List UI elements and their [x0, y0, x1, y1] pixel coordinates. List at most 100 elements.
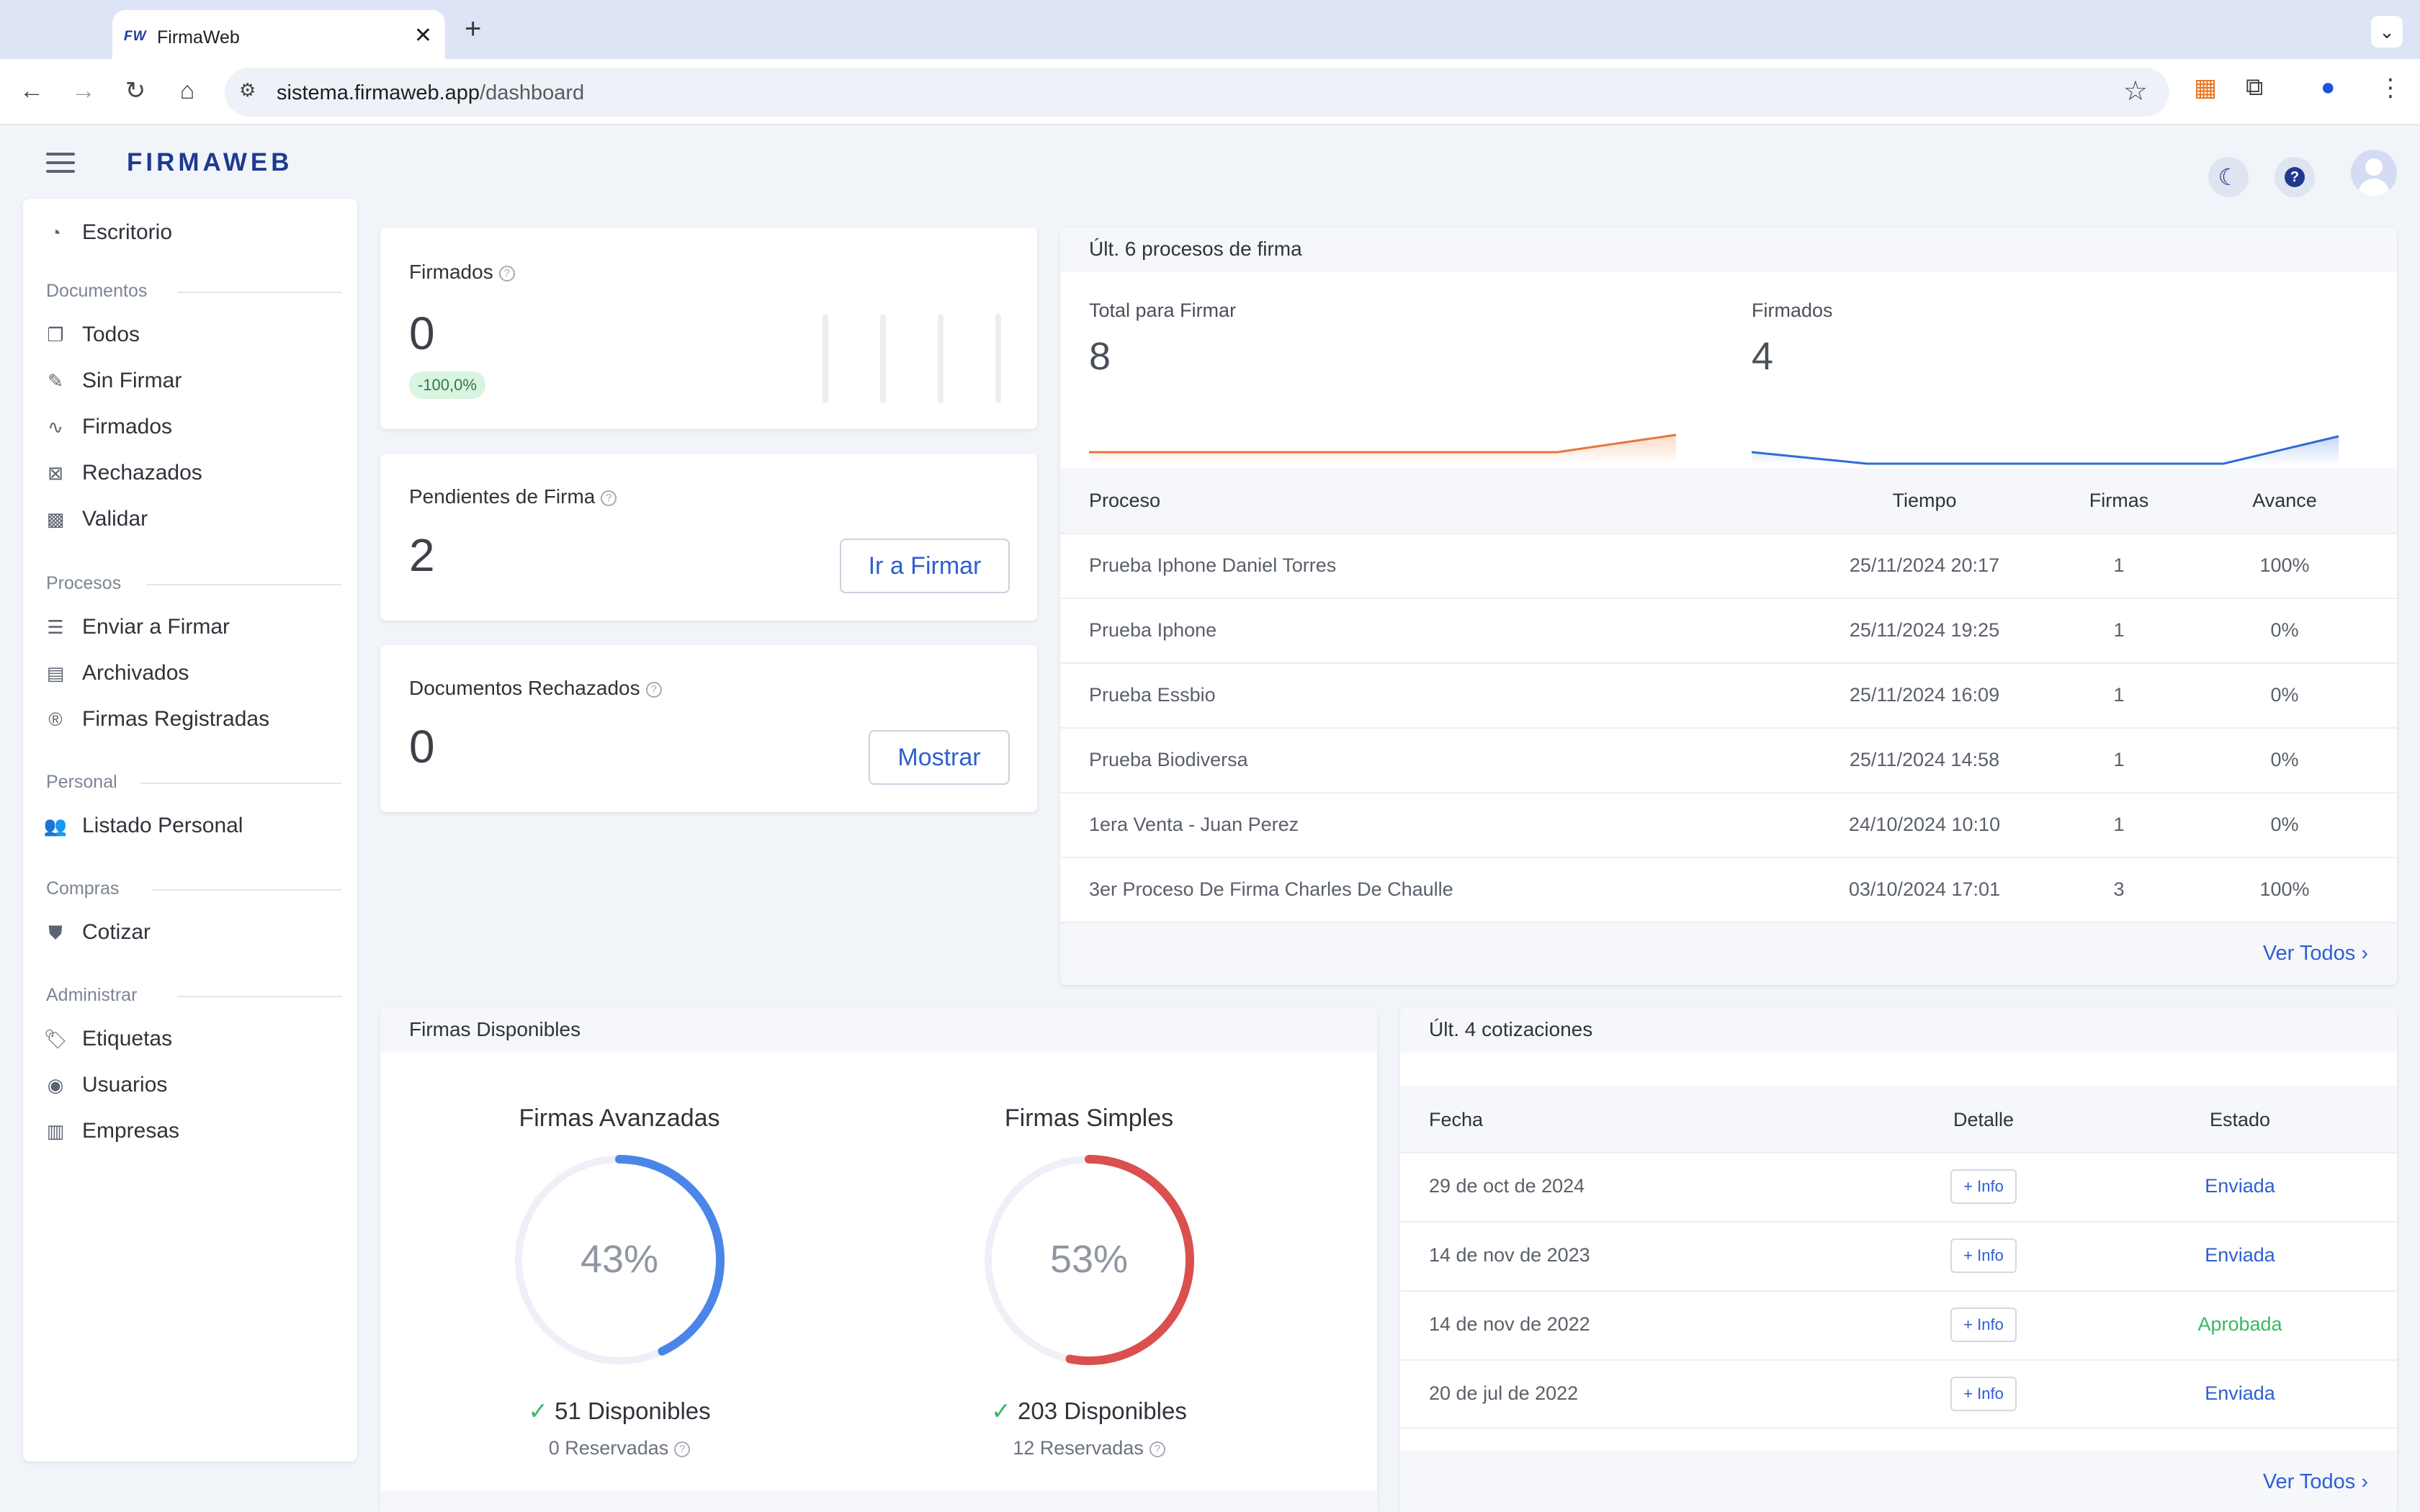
users-icon: 👥: [43, 815, 68, 837]
ver-todos-procesos-link[interactable]: Ver Todos ›: [2262, 942, 2368, 965]
info-button[interactable]: + Info: [1950, 1308, 2017, 1342]
sidebar-item-validar[interactable]: ▩ Validar: [43, 507, 148, 540]
change-badge: -100,0%: [409, 372, 485, 399]
reload-icon[interactable]: ↻: [125, 77, 146, 104]
table-row[interactable]: Prueba Essbio 25/11/2024 16:09 1 0%: [1060, 662, 2397, 727]
chevron-down-icon[interactable]: ⌄: [2371, 16, 2403, 48]
user-avatar[interactable]: [2351, 150, 2397, 196]
help-circle-icon[interactable]: ?: [674, 1441, 691, 1457]
sidebar-item-label: Cotizar: [82, 920, 151, 944]
cell-proceso: Prueba Iphone: [1089, 619, 1217, 641]
table-row[interactable]: 14 de nov de 2023 + Info Enviada: [1400, 1221, 2397, 1290]
table-row[interactable]: Prueba Biodiversa 25/11/2024 14:58 1 0%: [1060, 727, 2397, 792]
sidebar-section-administrar: Administrar: [46, 985, 341, 1007]
cell-fecha: 20 de jul de 2022: [1429, 1382, 1579, 1404]
panel-title: Últ. 6 procesos de firma: [1089, 238, 1302, 260]
firmados-label: Firmados: [1752, 300, 1833, 321]
ver-todos-cotizaciones-link[interactable]: Ver Todos ›: [2262, 1470, 2368, 1493]
sidebar-item-label: Sin Firmar: [82, 369, 182, 392]
address-bar[interactable]: ⚙ sistema.firmaweb.app/dashboard ☆: [225, 68, 2169, 117]
site-settings-icon[interactable]: ⚙: [239, 79, 256, 101]
home-icon[interactable]: ⌂: [179, 77, 195, 104]
cell-fecha: 29 de oct de 2024: [1429, 1175, 1585, 1197]
table-row[interactable]: 20 de jul de 2022 + Info Enviada: [1400, 1359, 2397, 1428]
help-circle-icon[interactable]: ?: [645, 681, 662, 698]
gauge-percent-simples: 53%: [1049, 1238, 1129, 1281]
sidebar-section-procesos: Procesos: [46, 573, 341, 595]
help-circle-icon[interactable]: ?: [1149, 1441, 1165, 1457]
cell-tiempo: 24/10/2024 10:10: [1848, 814, 2001, 835]
cell-avance: 0%: [2270, 619, 2299, 641]
cell-firmas: 3: [2113, 878, 2125, 900]
browser-tab[interactable]: FW FirmaWeb ✕: [112, 10, 445, 59]
ir-a-firmar-button[interactable]: Ir a Firmar: [840, 539, 1010, 593]
card-title: Documentos Rechazados?: [409, 677, 662, 700]
panel-firmas-disponibles: Firmas Disponibles Firmas Avanzadas 43% …: [380, 1008, 1377, 1512]
hamburger-menu-icon[interactable]: [46, 153, 75, 177]
gauge-avanzadas: [514, 1155, 725, 1365]
cell-fecha: 14 de nov de 2023: [1429, 1244, 1590, 1266]
panel-header: Firmas Disponibles: [380, 1008, 1377, 1053]
sidebar-item-cotizar[interactable]: ⛊ Cotizar: [43, 920, 151, 953]
app-logo[interactable]: FIRMAWEB: [127, 148, 293, 176]
cell-estado: Enviada: [2205, 1382, 2275, 1404]
info-button[interactable]: + Info: [1950, 1238, 2017, 1273]
cell-avance: 100%: [2259, 554, 2310, 576]
table-row[interactable]: Prueba Iphone Daniel Torres 25/11/2024 2…: [1060, 533, 2397, 598]
back-icon[interactable]: ←: [19, 77, 44, 104]
table-row[interactable]: 3er Proceso De Firma Charles De Chaulle …: [1060, 857, 2397, 922]
sidebar-item-enviar-a-firmar[interactable]: ☰ Enviar a Firmar: [43, 615, 230, 648]
sidebar-item-empresas[interactable]: ▥ Empresas: [43, 1119, 179, 1152]
sidebar-item-escritorio[interactable]: ◔ Escritorio: [43, 220, 172, 253]
close-tab-icon[interactable]: ✕: [413, 24, 432, 48]
sidebar-item-archivados[interactable]: ▤ Archivados: [43, 661, 189, 694]
table-row[interactable]: 1era Venta - Juan Perez 24/10/2024 10:10…: [1060, 792, 2397, 857]
cell-fecha: 14 de nov de 2022: [1429, 1313, 1590, 1335]
col-avance: Avance: [2252, 490, 2317, 511]
info-button[interactable]: + Info: [1950, 1169, 2017, 1204]
new-tab-icon[interactable]: +: [465, 13, 482, 45]
check-icon: ✓: [991, 1398, 1011, 1424]
col-firmas: Firmas: [2089, 490, 2149, 511]
menu-kebab-icon[interactable]: ⋮: [2378, 74, 2403, 102]
table-row[interactable]: 14 de nov de 2022 + Info Aprobada: [1400, 1290, 2397, 1359]
help-icon[interactable]: ?: [2275, 157, 2315, 197]
help-circle-icon[interactable]: ?: [601, 490, 617, 506]
file-x-icon: ⊠: [48, 462, 63, 484]
dark-mode-moon-icon[interactable]: ☾: [2208, 157, 2249, 197]
card-firmados: Firmados? 0 -100,0%: [380, 228, 1037, 429]
sidebar-item-todos[interactable]: ❐ Todos: [43, 323, 140, 356]
sidebar-item-label: Archivados: [82, 661, 189, 685]
chevron-right-icon: ›: [2361, 1470, 2368, 1493]
sidebar-section-documentos: Documentos: [46, 281, 341, 302]
mostrar-button[interactable]: Mostrar: [869, 730, 1010, 785]
cell-firmas: 1: [2113, 619, 2125, 641]
puzzle-icon[interactable]: ⧉: [2246, 73, 2264, 101]
forward-icon[interactable]: →: [71, 77, 96, 104]
cell-firmas: 1: [2113, 749, 2125, 770]
sidebar-item-usuarios[interactable]: ◉ Usuarios: [43, 1073, 168, 1106]
table-row[interactable]: Prueba Iphone 25/11/2024 19:25 1 0%: [1060, 598, 2397, 662]
rechazados-count: 0: [409, 721, 435, 773]
table-row[interactable]: 29 de oct de 2024 + Info Enviada: [1400, 1152, 2397, 1221]
sidebar-item-firmas-registradas[interactable]: ® Firmas Registradas: [43, 707, 269, 740]
sidebar-item-etiquetas[interactable]: 🏷 Etiquetas: [43, 1027, 172, 1060]
cell-firmas: 1: [2113, 684, 2125, 706]
sidebar-item-rechazados[interactable]: ⊠ Rechazados: [43, 461, 202, 494]
url-text[interactable]: sistema.firmaweb.app/dashboard: [277, 81, 584, 105]
sidebar-item-listado-personal[interactable]: 👥 Listado Personal: [43, 814, 243, 847]
col-detalle: Detalle: [1953, 1109, 2015, 1130]
profile-icon[interactable]: ●: [2321, 73, 2336, 101]
list-check-icon: ☰: [47, 616, 64, 638]
panel-title: Últ. 4 cotizaciones: [1429, 1018, 1593, 1040]
help-circle-icon[interactable]: ?: [498, 265, 515, 282]
card-title: Firmados?: [409, 261, 515, 284]
avanzadas-disponibles: ✓ 51 Disponibles: [528, 1398, 711, 1424]
signature-icon: ∿: [48, 416, 63, 438]
info-button[interactable]: + Info: [1950, 1377, 2017, 1411]
url-host: sistema.firmaweb.app: [277, 81, 480, 104]
extension-icon[interactable]: ▦: [2194, 74, 2218, 102]
sidebar-item-sin-firmar[interactable]: ✎ Sin Firmar: [43, 369, 182, 402]
sidebar-item-firmados[interactable]: ∿ Firmados: [43, 415, 172, 448]
bookmark-star-icon[interactable]: ☆: [2123, 76, 2148, 107]
